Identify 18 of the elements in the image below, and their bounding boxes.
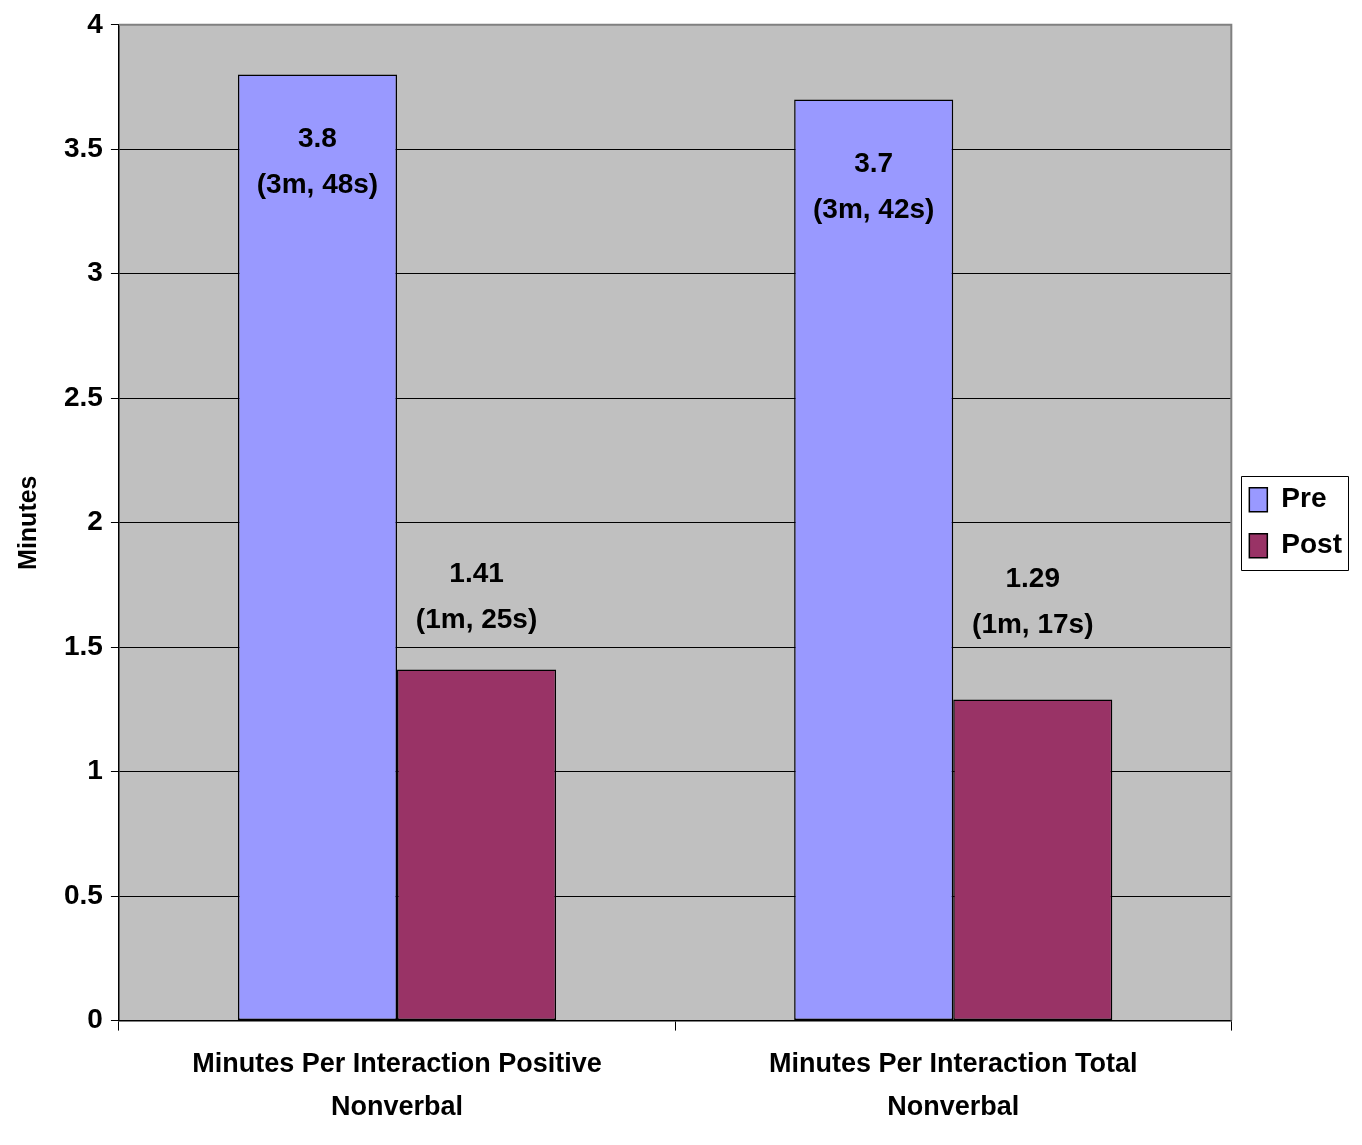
legend-label: Post	[1281, 528, 1343, 560]
y-tick-label: 1	[87, 754, 103, 786]
data-label: 1.41 (1m, 25s)	[415, 557, 538, 635]
data-label: 3.7 (3m, 42s)	[812, 147, 935, 225]
legend-label: Pre	[1281, 482, 1327, 514]
data-label: 3.8 (3m, 48s)	[256, 122, 379, 200]
y-tick-label: 4	[87, 7, 104, 39]
y-tick-label: 2	[87, 505, 103, 537]
y-axis-title: Minutes	[12, 475, 41, 570]
x-tick-label: Minutes Per Interaction Total Nonverbal	[768, 1047, 1138, 1121]
y-tick-label: 1.5	[63, 629, 103, 661]
y-tick-label: 2.5	[63, 380, 103, 412]
y-tick-label: 3	[87, 256, 103, 288]
y-tick-label: 0	[87, 1003, 103, 1035]
y-tick-label: 0.5	[63, 878, 103, 910]
x-tick-label: Minutes Per Interaction Positive Nonverbal	[192, 1047, 602, 1121]
data-label: 1.29 (1m, 17s)	[972, 561, 1094, 639]
y-tick-label: 3.5	[63, 131, 103, 163]
